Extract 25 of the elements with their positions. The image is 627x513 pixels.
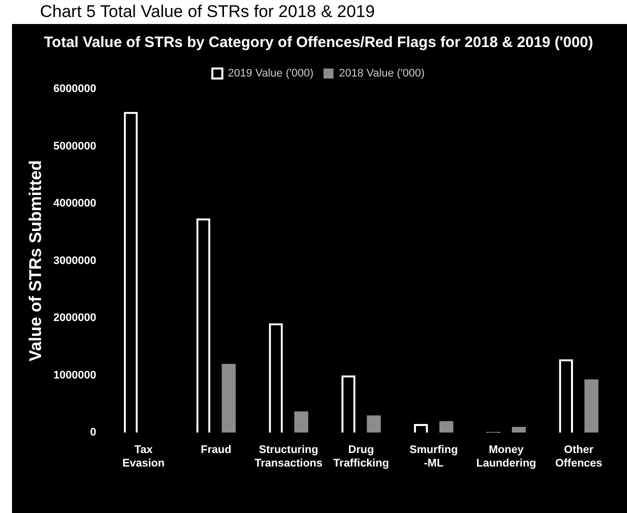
y-tick-label: 0 xyxy=(90,426,96,439)
y-axis-title: Value of STRs Submitted xyxy=(26,160,45,362)
y-tick-label: 5000000 xyxy=(53,140,96,152)
y-tick-label: 4000000 xyxy=(53,198,96,210)
x-tick-label: Structuring Transactions xyxy=(254,444,322,470)
x-tick-label: Drug Trafficking xyxy=(333,444,389,470)
y-tick-label: 3000000 xyxy=(53,254,96,267)
caption: Chart 5 Total Value of STRs for 2018 & 2019 xyxy=(40,2,375,22)
y-tick-label: 6000000 xyxy=(53,83,96,96)
y-tick-label: 1000000 xyxy=(53,369,96,382)
bar xyxy=(584,379,598,433)
x-tick-label: Smurfing -ML xyxy=(410,444,458,470)
x-tick-label: Other Offences xyxy=(555,444,602,470)
legend-label: 2019 Value ('000) xyxy=(228,68,314,80)
y-tick-label: 2000000 xyxy=(53,312,96,324)
bar xyxy=(366,415,381,433)
bar xyxy=(512,426,526,433)
bar xyxy=(439,421,454,433)
legend-label: 2018 Value ('000) xyxy=(339,68,425,80)
bar xyxy=(222,364,236,433)
chart-title: Total Value of STRs by Category of Offences/Red Flags for 2018 & 2019 ('000) xyxy=(44,34,594,52)
x-tick-label: Money Laundering xyxy=(476,444,536,470)
x-tick-label: Fraud xyxy=(200,444,232,456)
x-tick-label: Tax Evasion xyxy=(122,444,165,470)
bar xyxy=(294,411,308,433)
